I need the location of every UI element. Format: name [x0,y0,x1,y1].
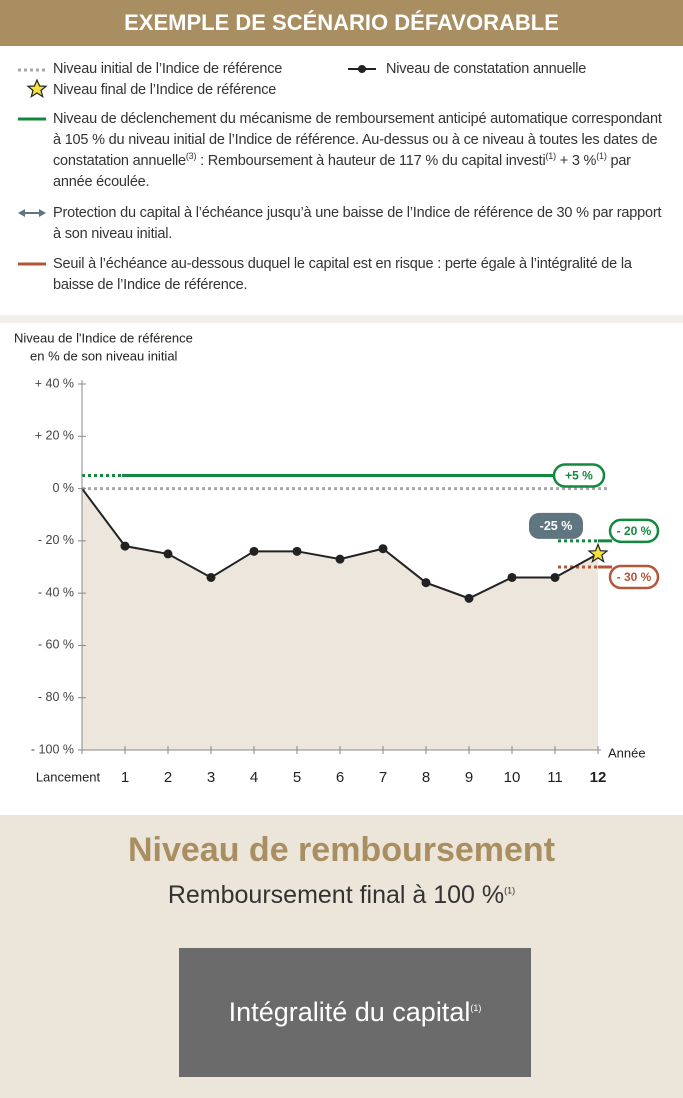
separator [0,315,683,323]
point [249,546,259,556]
y-tick-label: - 40 % [38,585,74,599]
text: Niveau de déclenchement du mécanisme de … [53,111,662,169]
x-tick-label: 3 [207,769,215,786]
text: Protection du capital à l’échéance jusqu… [53,205,662,242]
superscript: (1) [545,151,557,162]
legend-item: Niveau initial de l’Indice de référence [53,59,282,80]
x-tick-label: 11 [547,769,563,786]
legend-item: Niveau de constatation annuelle [386,59,586,80]
x-tick-label: Lancement [36,769,101,784]
icon-dot [358,65,366,73]
legend-icons [18,65,376,266]
x-axis-title: Année [608,745,646,760]
x-tick-label: 12 [590,769,607,786]
x-tick-label: 4 [250,769,258,786]
x-tick-label: 9 [465,769,473,786]
point [163,549,173,559]
point [550,572,560,582]
x-tick-label: 7 [379,769,387,786]
y-tick-label: - 100 % [31,742,74,756]
point [378,544,388,554]
superscript: (1) [504,885,516,896]
point [292,546,302,556]
x-tick-label: 2 [164,769,172,786]
point [206,572,216,582]
header: EXEMPLE DE SCÉNARIO DÉFAVORABLE [0,0,683,46]
point [507,572,517,582]
text: Remboursement final à 100 % [167,881,505,909]
header-title: EXEMPLE DE SCÉNARIO DÉFAVORABLE [124,10,559,35]
legend-item: Seuil à l’échéance au-dessous duquel le … [53,254,668,296]
label-box [608,518,660,544]
x-tick-label: 8 [422,769,430,786]
text: + 3 % [555,153,597,169]
y-tick-label: - 80 % [38,690,74,704]
summary-box: Intégralité du capital(1) [179,948,531,1077]
summary: Niveau de remboursement Remboursement fi… [0,815,683,1098]
reference-label: +5 % [565,469,593,483]
final-star [587,542,609,563]
text: Niveau final de l’Indice de référence [53,82,277,98]
icon-arrow-right [39,209,46,217]
summary-subtitle: Remboursement final à 100 %(1) [0,881,683,910]
icon-arrow-left [18,209,25,217]
x-tick-label: 6 [336,769,344,786]
text: : Remboursement à hauteur de 117 % du ca… [196,153,546,169]
value-label: -25 % [540,519,573,533]
y-tick-label: + 40 % [35,376,74,390]
text: Niveau initial de l’Indice de référence [53,61,283,77]
superscript: (1) [596,151,607,162]
label-box [608,564,660,590]
y-tick-label: - 20 % [38,533,74,547]
label-box [552,463,606,488]
summary-title: Niveau de remboursement [127,831,556,869]
point [120,541,130,551]
text: Intégralité du capital [228,997,471,1027]
chart: Niveau de l'Indice de référence en % de s… [0,315,683,786]
superscript: (3) [185,151,197,162]
value-label-box [529,512,583,539]
legend-item: Niveau final de l’Indice de référence [53,80,276,101]
reference-label: - 20 % [617,524,652,538]
area [82,488,598,750]
x-tick-label: 10 [504,769,521,786]
legend-item: Niveau de déclenchement du mécanisme de … [53,109,668,193]
reference-label: - 30 % [617,570,652,584]
y-tick-label: - 60 % [38,638,74,652]
x-tick-label: 1 [121,769,129,786]
icon-star [26,78,48,99]
point [421,578,431,588]
legend-item: Protection du capital à l’échéance jusqu… [53,203,668,245]
y-tick-label: 0 % [52,481,74,495]
y-tick-label: + 20 % [35,429,74,443]
text: Niveau de constatation annuelle [386,61,587,77]
point [335,554,345,564]
y-axis-title: Niveau de l'Indice de référence [14,330,193,345]
x-tick-label: 5 [293,769,301,786]
text: Seuil à l’échéance au-dessous duquel le … [53,256,632,293]
superscript: (1) [470,1003,482,1013]
point [464,593,474,603]
y-axis-title: en % de son niveau initial [30,348,178,363]
text: par année écoulée. [53,153,631,190]
